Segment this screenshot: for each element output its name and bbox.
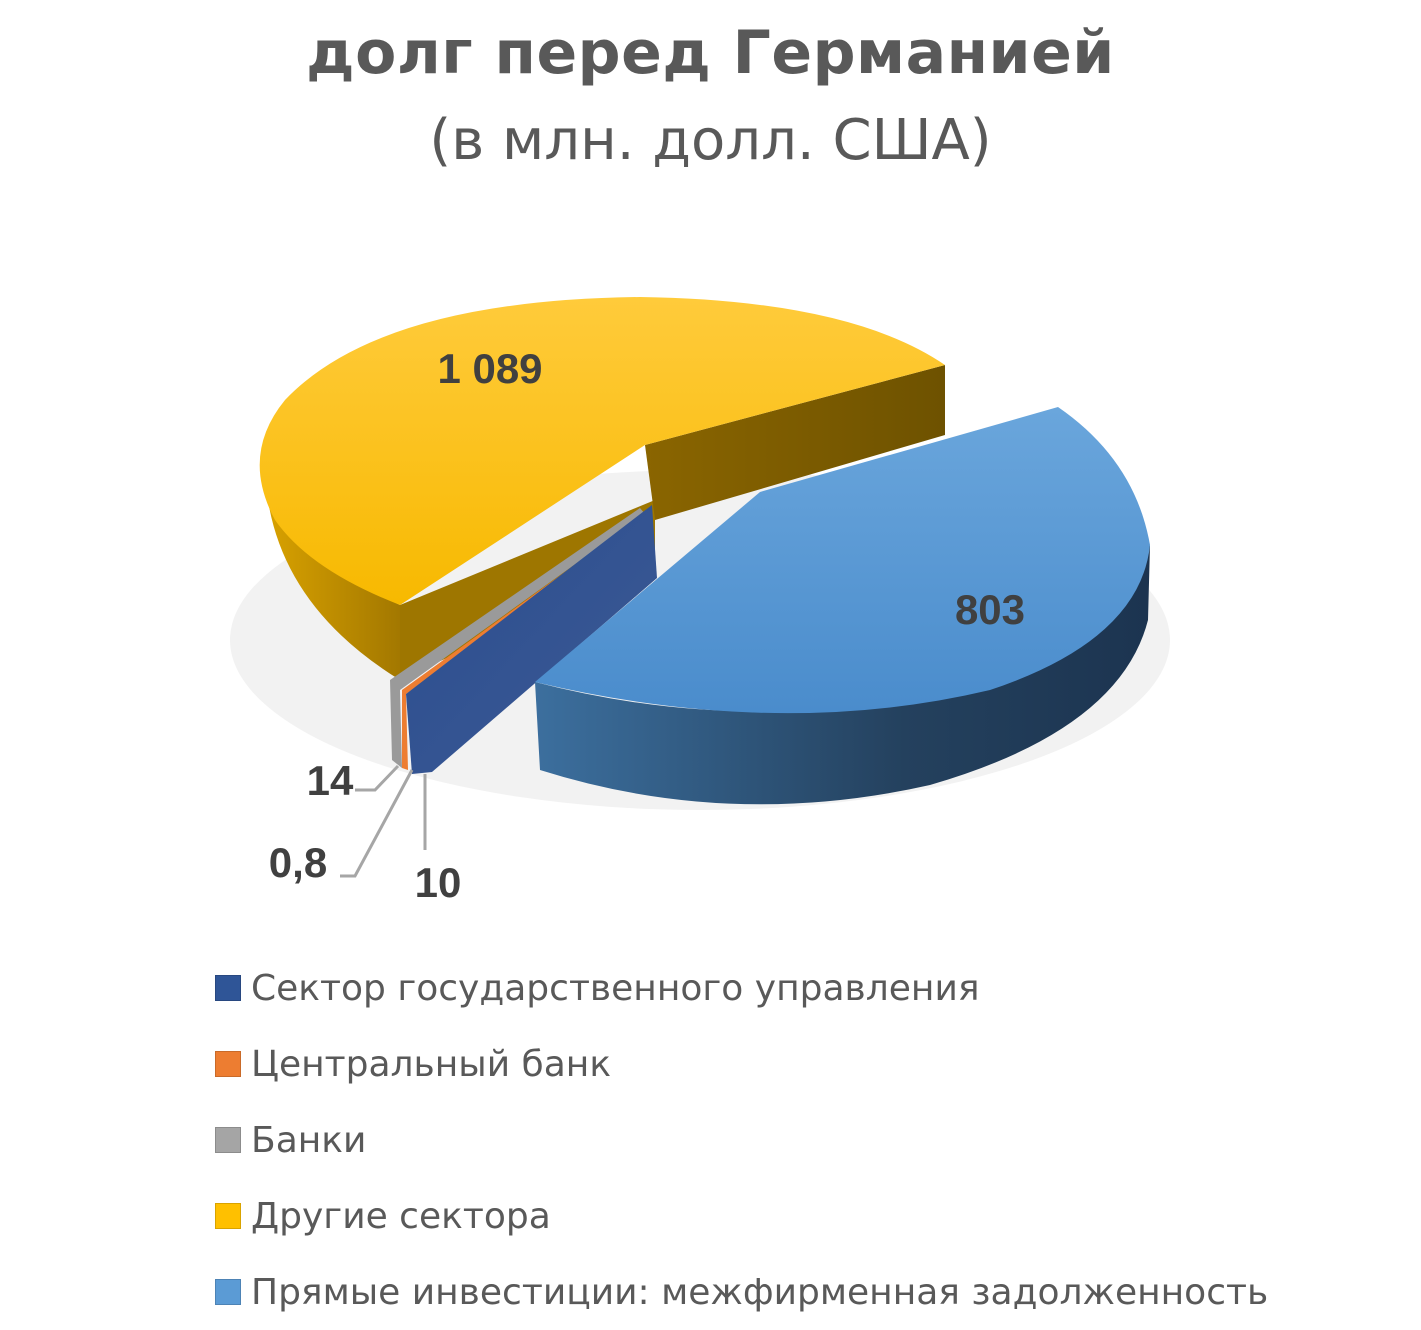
legend-swatch-other-sectors bbox=[215, 1203, 241, 1229]
label-other-sectors: 1 089 bbox=[437, 345, 542, 392]
legend-label-other-sectors: Другие сектора bbox=[251, 1195, 551, 1237]
label-central-bank: 0,8 bbox=[269, 839, 327, 886]
pie-chart: 1 089 803 14 0,8 10 bbox=[230, 297, 1170, 906]
label-government-sector: 10 bbox=[415, 859, 462, 906]
legend-label-banks: Банки bbox=[251, 1119, 367, 1161]
legend-item-central-bank: Центральный банк bbox=[215, 1026, 1268, 1102]
slice-direct-investment bbox=[535, 407, 1150, 805]
legend-swatch-banks bbox=[215, 1127, 241, 1153]
slice-direct-investment-top bbox=[535, 407, 1150, 714]
label-direct-investment: 803 bbox=[955, 586, 1025, 633]
leader-line-central-bank bbox=[340, 769, 414, 878]
slice-other-sectors-top bbox=[259, 297, 945, 605]
chart-legend: Сектор государственного управления Центр… bbox=[215, 950, 1268, 1330]
legend-swatch-central-bank bbox=[215, 1051, 241, 1077]
slice-government-sector bbox=[406, 505, 657, 774]
chart-title: долг перед Германией bbox=[306, 18, 1115, 88]
leader-line-banks bbox=[355, 764, 400, 792]
legend-label-central-bank: Центральный банк bbox=[251, 1043, 612, 1085]
slice-direct-investment-side bbox=[535, 545, 1150, 805]
legend-swatch-government-sector bbox=[215, 975, 241, 1001]
label-banks: 14 bbox=[307, 757, 354, 804]
legend-item-banks: Банки bbox=[215, 1102, 1268, 1178]
chart-subtitle: (в млн. долл. США) bbox=[429, 108, 992, 173]
legend-swatch-direct-investment bbox=[215, 1279, 241, 1305]
slice-other-sectors-back bbox=[645, 365, 945, 520]
legend-item-other-sectors: Другие сектора bbox=[215, 1178, 1268, 1254]
legend-label-government-sector: Сектор государственного управления bbox=[251, 967, 980, 1009]
leader-lines bbox=[340, 764, 427, 878]
legend-item-direct-investment: Прямые инвестиции: межфирменная задолжен… bbox=[215, 1254, 1268, 1330]
legend-label-direct-investment: Прямые инвестиции: межфирменная задолжен… bbox=[251, 1271, 1269, 1313]
slice-other-sectors-side bbox=[265, 470, 400, 680]
legend-item-government-sector: Сектор государственного управления bbox=[215, 950, 1268, 1026]
